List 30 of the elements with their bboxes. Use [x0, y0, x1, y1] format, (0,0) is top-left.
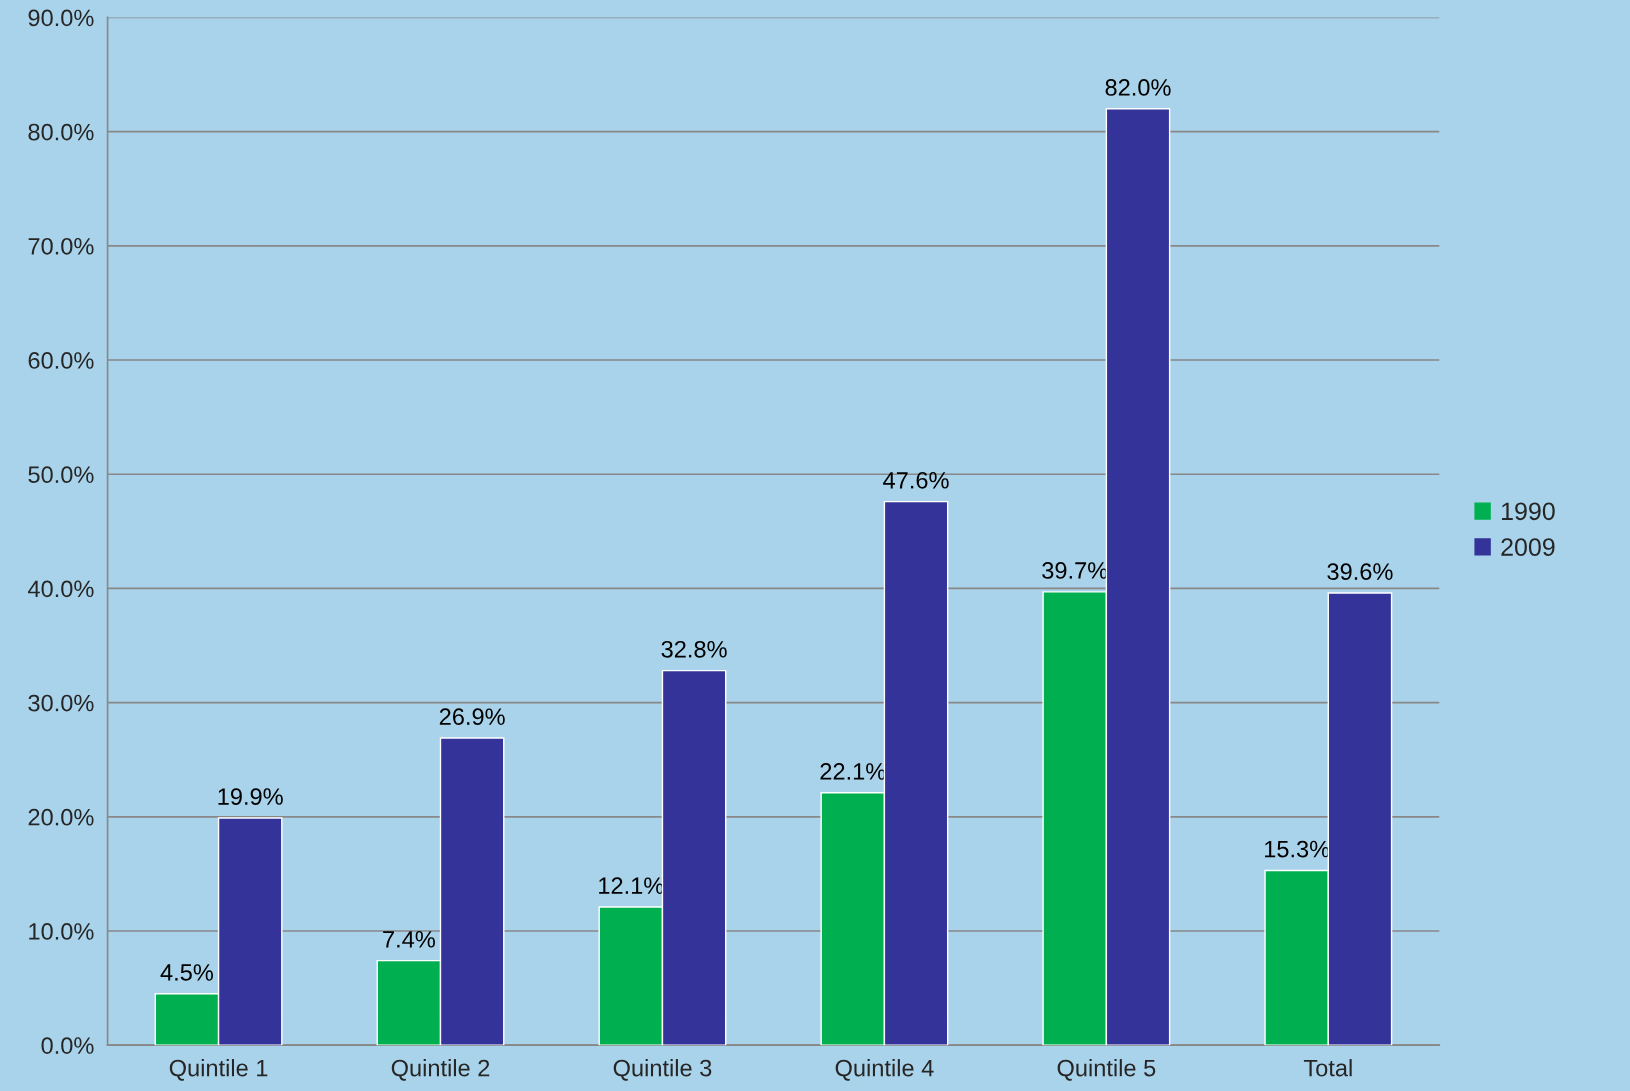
data-label: 47.6%: [883, 471, 949, 489]
x-tick-label: Quintile 1: [169, 1059, 268, 1081]
legend-label: 1990: [1502, 502, 1555, 521]
y-tick-label: 70.0%: [28, 237, 94, 255]
y-tick-label: 20.0%: [28, 808, 94, 826]
data-label: 82.0%: [1105, 79, 1171, 96]
x-tick-label: Quintile 4: [835, 1059, 934, 1081]
data-label: 12.1%: [599, 877, 664, 894]
data-label: 4.5%: [160, 964, 213, 981]
x-tick-label: Quintile 3: [613, 1059, 712, 1081]
legend-label: 2009: [1501, 538, 1555, 556]
y-tick-label: 10.0%: [29, 923, 94, 940]
data-label: 26.9%: [439, 708, 505, 725]
y-tick-label: 90.0%: [28, 9, 94, 27]
data-label: 19.9%: [218, 788, 283, 805]
y-tick-label: 0.0%: [41, 1037, 94, 1054]
x-tick-label: Quintile 5: [1057, 1059, 1156, 1081]
data-label: 32.8%: [661, 640, 727, 658]
data-label: 15.3%: [1265, 840, 1330, 858]
y-tick-label: 30.0%: [28, 694, 94, 712]
x-tick-label: Quintile 2: [391, 1059, 490, 1081]
x-tick-label: Total: [1303, 1059, 1352, 1077]
data-label: 7.4%: [383, 931, 435, 948]
y-tick-label: 80.0%: [28, 123, 94, 141]
y-tick-label: 50.0%: [28, 466, 94, 484]
data-label: 22.1%: [820, 763, 886, 780]
y-tick-label: 60.0%: [28, 352, 94, 369]
data-label: 39.7%: [1042, 562, 1108, 579]
y-tick-label: 40.0%: [27, 580, 94, 598]
data-label: 39.6%: [1327, 563, 1393, 580]
